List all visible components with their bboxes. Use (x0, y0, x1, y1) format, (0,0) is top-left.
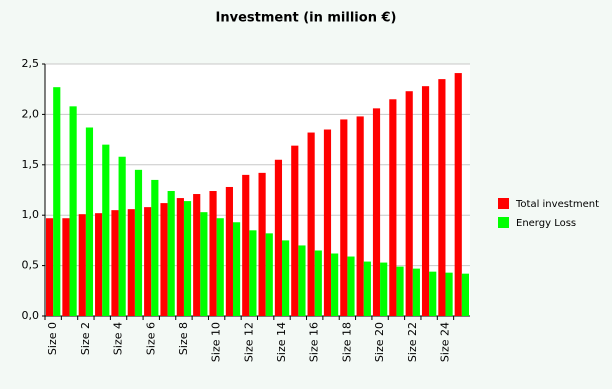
bar (216, 218, 224, 316)
bar (347, 256, 355, 316)
x-tick-label: Size 18 (340, 322, 353, 362)
bar (298, 245, 306, 316)
x-tick-label: Size 22 (406, 322, 419, 362)
bar (421, 86, 430, 317)
bar (274, 159, 283, 316)
bar (193, 194, 201, 316)
bar (454, 73, 462, 317)
bar (118, 156, 126, 316)
bar (372, 108, 381, 317)
x-tick-label: Size 8 (177, 322, 190, 355)
bar (323, 129, 332, 316)
y-tick-label: 0,5 (22, 259, 40, 272)
bar (69, 106, 77, 316)
bar (200, 212, 208, 316)
bar (176, 198, 184, 316)
bar (225, 186, 233, 316)
bar (102, 144, 110, 316)
bar (53, 87, 61, 317)
y-tick-label: 2,0 (22, 107, 40, 120)
x-tick-label: Size 2 (79, 322, 92, 355)
bar (461, 273, 469, 316)
bar (340, 119, 348, 316)
y-tick-label: 1,5 (22, 158, 40, 171)
y-tick-label: 0,0 (22, 309, 40, 322)
legend-swatch (498, 198, 509, 209)
bar (438, 79, 446, 317)
bar (356, 116, 364, 316)
legend-text: Total investment (515, 199, 599, 210)
bar (396, 266, 404, 316)
x-tick-label: Size 14 (275, 322, 288, 362)
x-tick-label: Size 16 (308, 322, 321, 362)
bar (160, 203, 168, 316)
bar (445, 272, 453, 316)
bar (127, 209, 135, 316)
bar (249, 230, 257, 316)
x-tick-label: Size 0 (46, 322, 59, 355)
bar (167, 191, 175, 316)
bar (363, 261, 371, 316)
bar (78, 214, 86, 316)
bar (62, 218, 70, 316)
x-tick-label: Size 4 (112, 322, 125, 355)
y-tick-label: 1,0 (22, 208, 40, 221)
bar (242, 174, 250, 316)
bar (331, 253, 339, 316)
legend-swatch (498, 217, 509, 228)
bar (46, 218, 54, 316)
bar (314, 250, 322, 316)
x-tick-label: Size 12 (242, 322, 255, 362)
bar (144, 207, 152, 316)
bar (183, 201, 192, 316)
bar (258, 172, 266, 316)
chart-title: Investment (in million €) (216, 11, 397, 26)
bar (291, 145, 299, 316)
x-tick-label: Size 10 (210, 322, 223, 362)
bar (282, 240, 290, 316)
bar (389, 99, 397, 316)
legend-text: Energy Loss (516, 218, 576, 229)
bar (232, 222, 241, 316)
bar (265, 233, 273, 316)
bar (111, 210, 119, 316)
x-tick-label: Size 20 (373, 322, 386, 362)
bar (151, 179, 159, 316)
bar (380, 262, 388, 316)
bar (95, 213, 103, 316)
bar (209, 191, 217, 316)
bar (307, 132, 315, 316)
bar (429, 271, 437, 316)
y-tick-label: 2,5 (22, 57, 40, 70)
bar (405, 91, 413, 316)
bar (412, 268, 420, 316)
x-tick-label: Size 6 (144, 322, 157, 355)
bar (134, 169, 143, 316)
x-tick-label: Size 24 (438, 322, 451, 362)
bar (85, 127, 94, 316)
